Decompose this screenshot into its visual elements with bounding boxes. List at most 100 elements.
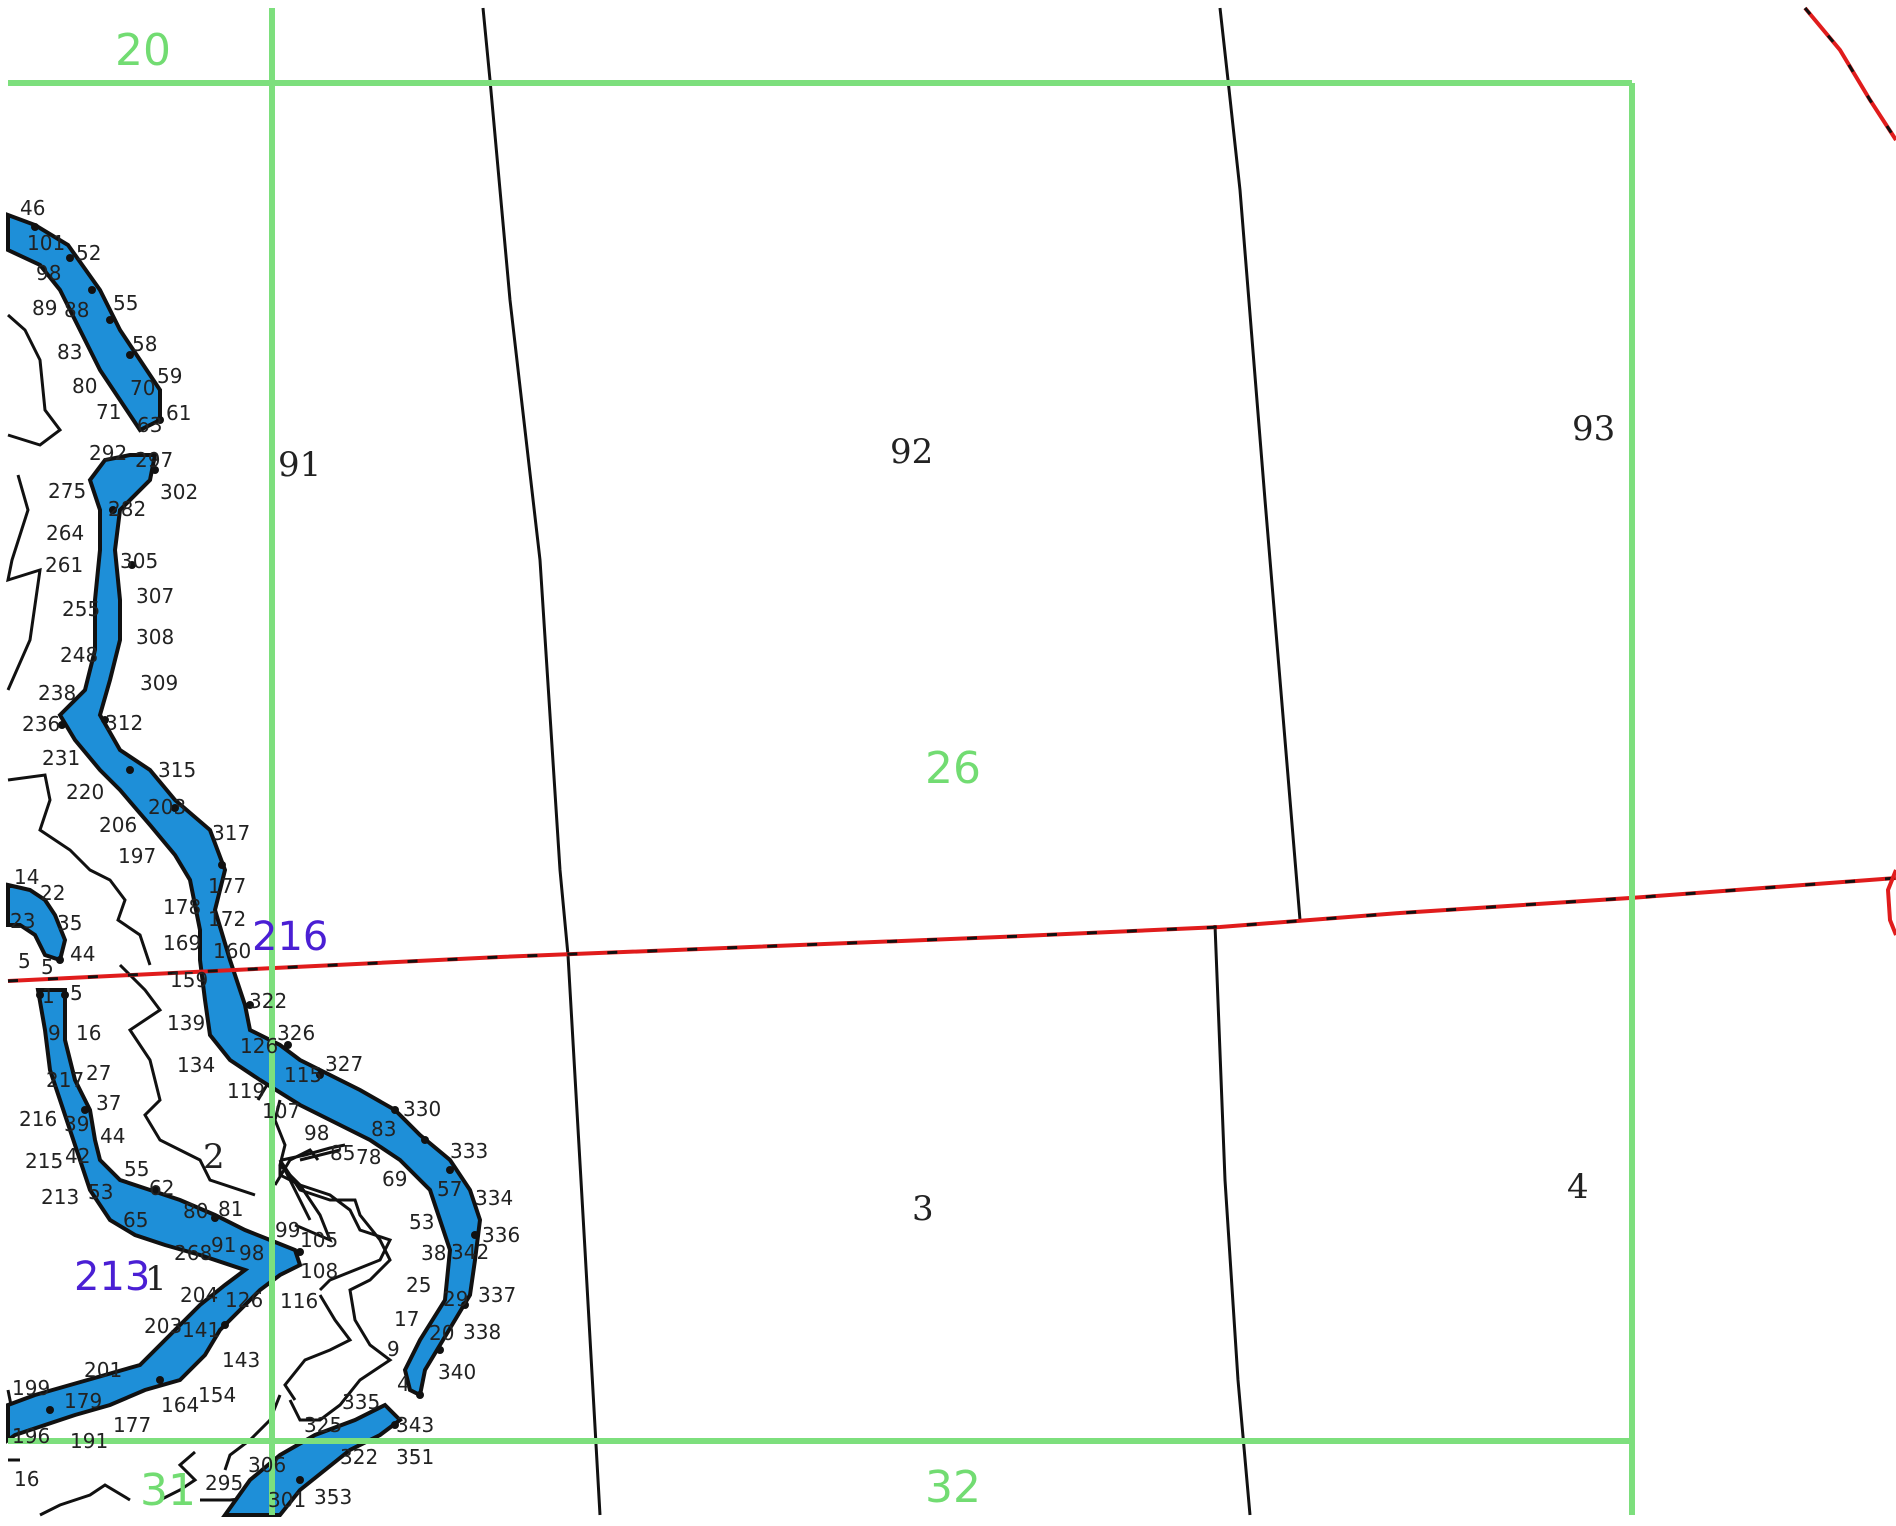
vertex-label: 315	[158, 758, 196, 782]
vertex-label: 53	[409, 1210, 434, 1234]
vertex-label: 88	[64, 298, 89, 322]
parcel-labels: 91 92 93 3 4 2 1	[145, 409, 1615, 1299]
vertex-label: 196	[12, 1424, 50, 1448]
parcel-label: 3	[912, 1189, 934, 1229]
vertex-label: 27	[86, 1061, 111, 1085]
vertex-label: 312	[105, 711, 143, 735]
vertex-labels-lower: 14 22 23 35 44 5 5 1 5 9 16 27 217 37 21…	[10, 865, 520, 1512]
vertex-label: 305	[120, 549, 158, 573]
vertex-label: 203	[144, 1314, 182, 1338]
vertex-label: 55	[124, 1157, 149, 1181]
vertex-label: 37	[96, 1091, 121, 1115]
vertex-label: 178	[163, 895, 201, 919]
vertex-label: 1	[42, 984, 55, 1008]
vertex-label: 9	[48, 1021, 61, 1045]
vertex-label: 326	[277, 1021, 315, 1045]
vertex-label: 297	[135, 448, 173, 472]
vertex-label: 334	[475, 1186, 513, 1210]
vertex-label: 58	[132, 332, 157, 356]
vertex-label: 107	[262, 1099, 300, 1123]
vertex-label: 336	[482, 1223, 520, 1247]
vertex-label: 343	[396, 1413, 434, 1437]
vertex-label: 238	[38, 681, 76, 705]
vertex-label: 5	[18, 949, 31, 973]
vertex-label: 5	[70, 981, 83, 1005]
vertex-label: 302	[160, 480, 198, 504]
parcel-label: 93	[1572, 409, 1615, 449]
vertex-label: 115	[284, 1063, 322, 1087]
vertex-label: 126	[225, 1288, 263, 1312]
vertex-label: 23	[10, 909, 35, 933]
vertex-label: 255	[62, 597, 100, 621]
vertex-label: 301	[268, 1488, 306, 1512]
vertex-label: 116	[280, 1289, 318, 1313]
grid-label: 31	[140, 1465, 196, 1516]
vertex-label: 191	[70, 1429, 108, 1453]
vertex-label: 53	[88, 1180, 113, 1204]
vertex-label: 89	[32, 296, 57, 320]
vertex-label: 282	[108, 497, 146, 521]
vertex-label: 83	[57, 340, 82, 364]
vertex-label: 327	[325, 1052, 363, 1076]
vertex-label: 52	[76, 241, 101, 265]
parcel-label: 91	[278, 445, 321, 485]
vertex-label: 322	[340, 1445, 378, 1469]
region-label: 213	[74, 1254, 150, 1300]
vertex-label: 203	[148, 795, 186, 819]
vertex-label: 143	[222, 1348, 260, 1372]
vertex-label: 4	[397, 1372, 410, 1396]
vertex-label: 105	[300, 1228, 338, 1252]
vertex-label: 340	[438, 1360, 476, 1384]
vertex-label: 325	[304, 1413, 342, 1437]
vertex-label: 306	[248, 1453, 286, 1477]
vertex-label: 169	[163, 931, 201, 955]
vertex-label: 83	[371, 1117, 396, 1141]
vertex-label: 44	[70, 942, 95, 966]
vertex-label: 275	[48, 479, 86, 503]
vertex-labels-upper: 46 101 52 98 89 88 55 83 58 80 70 59 71 …	[20, 196, 251, 992]
vertex-label: 342	[451, 1240, 489, 1264]
vertex-label: 35	[57, 911, 82, 935]
vertex-label: 337	[478, 1283, 516, 1307]
sheet-grid	[8, 8, 1635, 1515]
vertex-label: 164	[161, 1393, 199, 1417]
grid-label: 26	[925, 743, 981, 794]
vertex-label: 335	[342, 1390, 380, 1414]
vertex-label: 141	[182, 1318, 220, 1342]
vertex-label: 353	[314, 1485, 352, 1509]
vertex-label: 17	[394, 1307, 419, 1331]
vertex-label: 295	[205, 1471, 243, 1495]
vertex-label: 119	[227, 1079, 265, 1103]
vertex-label: 42	[65, 1144, 90, 1168]
vertex-label: 322	[249, 989, 287, 1013]
vertex-label: 81	[218, 1197, 243, 1221]
region-label: 216	[252, 914, 328, 960]
vertex-label: 44	[100, 1124, 125, 1148]
vertex-label: 248	[60, 643, 98, 667]
vertex-label: 206	[99, 813, 137, 837]
vertex-label: 338	[463, 1320, 501, 1344]
vertex-label: 177	[208, 874, 246, 898]
vertex-label: 199	[12, 1376, 50, 1400]
parcel-label: 4	[1567, 1167, 1589, 1207]
vertex-label: 172	[208, 907, 246, 931]
vertex-label: 25	[406, 1273, 431, 1297]
vertex-label: 317	[212, 821, 250, 845]
vertex-label: 216	[19, 1107, 57, 1131]
grid-label: 32	[925, 1462, 981, 1513]
vertex-label: 69	[382, 1167, 407, 1191]
vertex-label: 80	[183, 1199, 208, 1223]
vertex-dots	[31, 223, 479, 1484]
vertex-label: 101	[27, 231, 65, 255]
vertex-label: 16	[76, 1021, 101, 1045]
vertex-label: 351	[396, 1445, 434, 1469]
vertex-label: 78	[356, 1145, 381, 1169]
vertex-label: 204	[180, 1283, 218, 1307]
vertex-label: 330	[403, 1097, 441, 1121]
vertex-label: 80	[72, 374, 97, 398]
parcel-label: 1	[145, 1259, 167, 1299]
vertex-label: 217	[46, 1068, 84, 1092]
vertex-label: 55	[113, 291, 138, 315]
vertex-label: 29	[443, 1287, 468, 1311]
